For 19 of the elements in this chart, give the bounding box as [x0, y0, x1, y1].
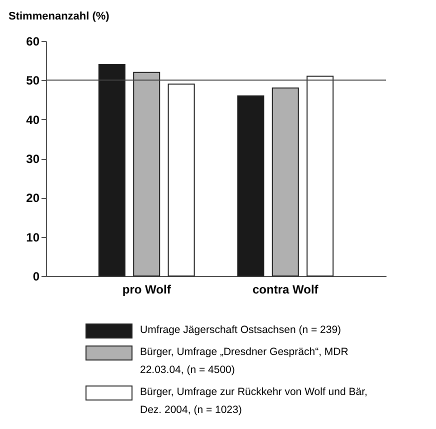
- bar: [133, 72, 160, 276]
- legend-label: Umfrage Jägerschaft Ostsachsen (n = 239): [140, 324, 342, 336]
- y-tick-label: 10: [26, 230, 40, 244]
- bar: [168, 84, 195, 276]
- bar: [306, 76, 334, 276]
- x-tick-label: contra Wolf: [252, 282, 320, 296]
- x-tick-label: pro Wolf: [122, 282, 172, 296]
- y-tick-label: 20: [26, 191, 40, 206]
- bar: [237, 95, 264, 276]
- legend-label: Bürger, Umfrage „Dresdner Gespräch“, MDR 22.03.04, (n = 4500): [140, 346, 349, 376]
- y-tick-label: 60: [26, 34, 40, 48]
- y-tick-label: 50: [26, 74, 40, 88]
- bar: [272, 88, 299, 276]
- y-axis-title: Stimmenanzahl (%): [8, 10, 110, 22]
- legend-label: Bürger, Umfrage zur Rückkehr von Wolf und Bär, Dez. 2004, (n = 1023): [140, 386, 368, 416]
- bar: [98, 64, 126, 276]
- y-tick-label: 40: [26, 112, 40, 127]
- y-tick-label: 0: [32, 270, 40, 284]
- y-tick-label: 30: [26, 152, 40, 166]
